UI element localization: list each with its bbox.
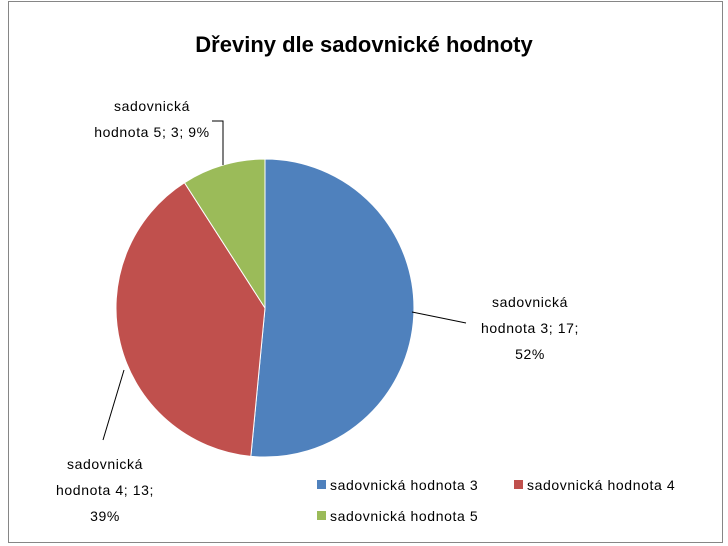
data-label-1: sadovnická hodnota 3; 17; 52% bbox=[481, 294, 579, 362]
slice-labels: sadovnická hodnota 3; 17; 52% sadovnická hod… bbox=[56, 98, 579, 524]
leader-lines bbox=[102, 120, 467, 441]
data-label-1-line-2: hodnota 3; 17; bbox=[481, 320, 579, 336]
legend-swatch-2 bbox=[514, 480, 523, 489]
pie-slice-3 bbox=[183, 158, 266, 310]
data-label-3-line-1: sadovnická bbox=[114, 98, 190, 114]
pie-slices bbox=[115, 158, 415, 458]
legend: sadovnická hodnota 3 sadovnická hodnota 4… bbox=[317, 477, 675, 524]
data-label-3: sadovnická hodnota 5; 3; 9% bbox=[94, 98, 209, 140]
leader-line-3 bbox=[212, 120, 224, 165]
legend-label-3: sadovnická hodnota 5 bbox=[330, 508, 478, 524]
data-label-1-line-1: sadovnická bbox=[492, 294, 568, 310]
pie-slice-1 bbox=[250, 158, 415, 458]
data-label-2: sadovnická hodnota 4; 13; 39% bbox=[56, 456, 154, 524]
data-label-3-line-2: hodnota 5; 3; 9% bbox=[94, 124, 209, 140]
legend-label-1: sadovnická hodnota 3 bbox=[330, 477, 478, 493]
data-label-2-line-2: hodnota 4; 13; bbox=[56, 482, 154, 498]
legend-swatch-3 bbox=[317, 511, 326, 520]
leader-line-2 bbox=[102, 369, 125, 441]
data-label-1-line-3: 52% bbox=[515, 346, 545, 362]
legend-swatch-1 bbox=[317, 480, 326, 489]
data-label-2-line-1: sadovnická bbox=[67, 456, 143, 472]
data-label-2-line-3: 39% bbox=[90, 508, 120, 524]
leader-line-1 bbox=[411, 311, 467, 324]
pie-slice-2 bbox=[115, 181, 266, 457]
legend-label-2: sadovnická hodnota 4 bbox=[527, 477, 675, 493]
chart-title: Dřeviny dle sadovnické hodnoty bbox=[195, 32, 533, 57]
